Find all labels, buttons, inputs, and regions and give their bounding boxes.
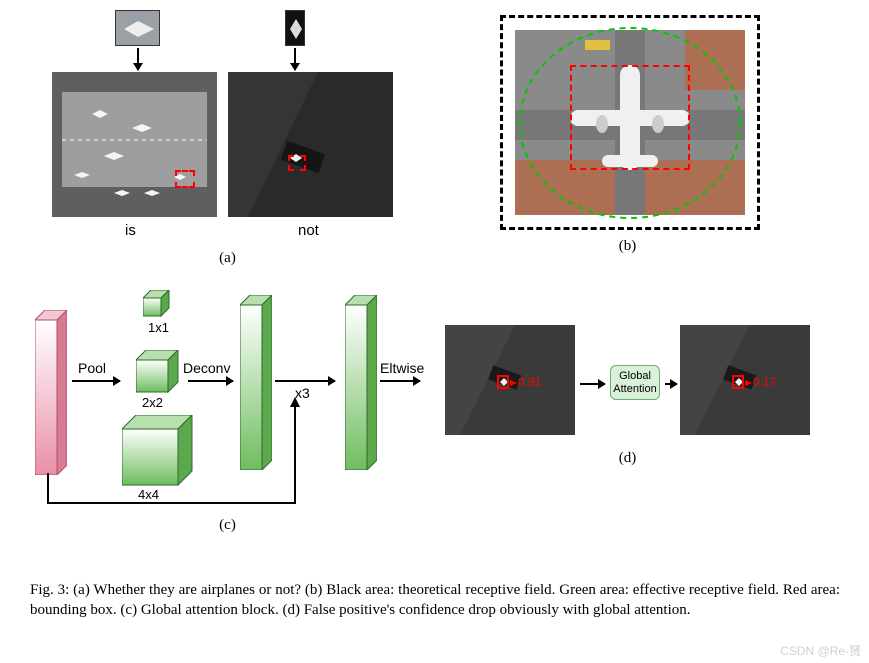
panel-b: (b)	[425, 10, 830, 255]
panel-a-red-box-2	[288, 155, 306, 171]
panel-d-global-attention-box: Global Attention	[610, 365, 660, 400]
panel-c-sublabel: (c)	[30, 517, 425, 534]
figure-caption: Fig. 3: (a) Whether they are airplanes o…	[30, 580, 840, 621]
panel-a-label-not: not	[298, 222, 319, 239]
panel-d-conf-1: 0.91	[518, 375, 541, 389]
panel-a-red-box-1	[175, 170, 195, 188]
panel-a-label-is: is	[125, 222, 136, 239]
panel-a-crop-2	[285, 10, 305, 46]
row-2: Pool 1x1 2x2	[30, 265, 840, 540]
panel-d-sublabel: (d)	[425, 450, 830, 467]
watermark: CSDN @Re-赟	[780, 642, 861, 659]
panel-a-crop-1	[115, 10, 160, 46]
panel-a-image-is	[52, 72, 217, 217]
arrow-icon	[745, 379, 753, 387]
panel-a-image-not	[228, 72, 393, 217]
panel-c-loopback-arrow	[30, 265, 425, 525]
panel-b-sublabel: (b)	[425, 238, 830, 255]
figure-3: is not (a)	[30, 10, 840, 540]
panel-b-red-box	[570, 65, 690, 170]
panel-d-conf-2: 0.17	[753, 375, 776, 389]
panel-d-ga-label: Global Attention	[613, 370, 656, 394]
panel-d: 0.91 Global Attention 0.17 (d)	[425, 265, 830, 540]
panel-c: Pool 1x1 2x2	[30, 265, 425, 540]
panel-a-arrow-1	[137, 48, 139, 70]
arrow-icon	[510, 379, 518, 387]
panel-d-arrow-1	[580, 383, 605, 385]
panel-a-arrow-2	[294, 48, 296, 70]
row-1: is not (a)	[30, 10, 840, 255]
panel-d-red-box-1	[497, 375, 509, 389]
panel-d-red-box-2	[732, 375, 744, 389]
panel-a: is not (a)	[30, 10, 425, 255]
panel-d-arrow-2	[665, 383, 677, 385]
